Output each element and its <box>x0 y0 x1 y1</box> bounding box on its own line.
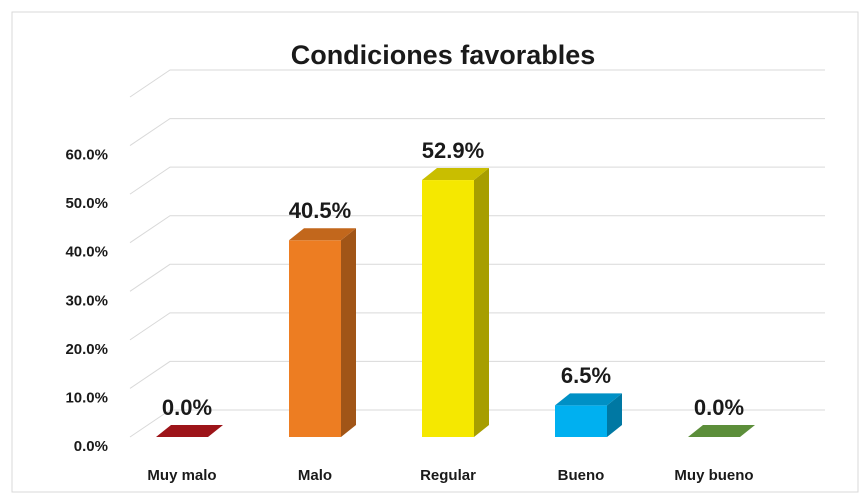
y-tick-label: 30.0% <box>65 292 108 309</box>
bar <box>422 180 474 438</box>
y-tick-label: 60.0% <box>65 147 108 164</box>
bar-top <box>688 425 755 437</box>
grid-line <box>129 166 825 195</box>
data-label: 40.5% <box>289 198 351 223</box>
x-tick-label: Muy malo <box>147 467 216 484</box>
grid-line <box>129 360 825 389</box>
bar <box>289 240 341 437</box>
grid-line <box>129 118 825 146</box>
grid-line <box>129 69 825 98</box>
grid-line <box>129 263 825 292</box>
y-tick-label: 40.0% <box>65 244 108 261</box>
x-tick-label: Bueno <box>558 467 605 484</box>
bar-top <box>156 425 223 437</box>
y-tick-label: 0.0% <box>74 438 108 455</box>
data-label: 0.0% <box>694 395 744 420</box>
bar-top <box>555 393 622 406</box>
x-tick-label: Malo <box>298 467 332 484</box>
bar <box>555 405 607 437</box>
x-tick-label: Muy bueno <box>674 467 753 484</box>
bar-top <box>422 168 489 181</box>
y-tick-label: 20.0% <box>65 341 108 358</box>
x-tick-label: Regular <box>420 467 476 484</box>
bar-side <box>474 168 489 438</box>
bar-side <box>607 393 622 437</box>
data-label: 0.0% <box>162 395 212 420</box>
chart-title: Condiciones favorables <box>291 40 596 70</box>
grid-line <box>129 215 825 244</box>
bar-top <box>289 228 356 241</box>
grid-line <box>129 312 825 341</box>
bar-side <box>341 228 356 437</box>
data-label: 6.5% <box>561 363 611 388</box>
y-tick-label: 50.0% <box>65 195 108 212</box>
y-tick-label: 10.0% <box>65 389 108 406</box>
data-label: 52.9% <box>422 138 484 163</box>
